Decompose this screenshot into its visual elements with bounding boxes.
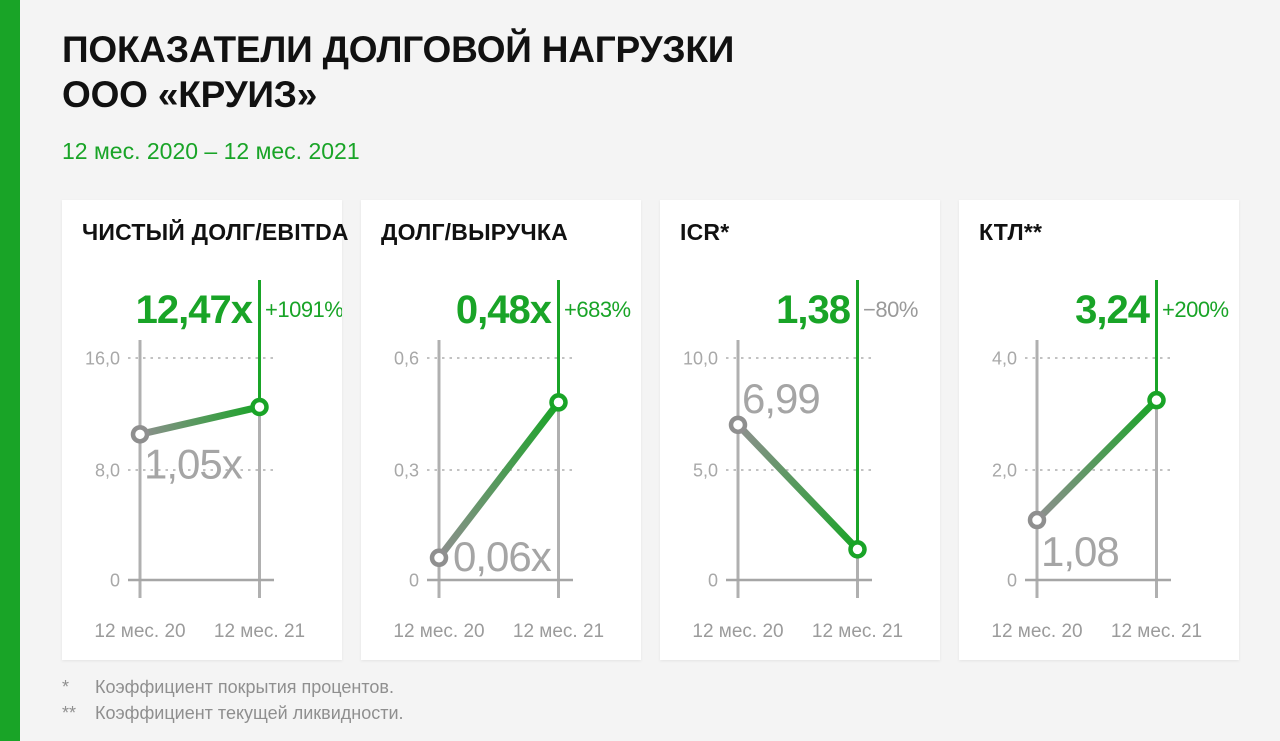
x-axis-label-current: 12 мес. 21 bbox=[1111, 621, 1202, 642]
trend-line bbox=[734, 421, 861, 553]
x-axis-label-prev: 12 мес. 20 bbox=[94, 621, 185, 642]
metric-chart: 4,0 2,0 0 3,24 +200% 1,08 12 мес. 20 12 мес. 21 bbox=[991, 280, 1229, 642]
footnote-marker: ** bbox=[62, 703, 77, 723]
metric-card: ЧИСТЫЙ ДОЛГ/EBITDA 16,0 8,0 0 12,47x +1091% 1,… bbox=[62, 200, 349, 660]
y-tick-label: 8,0 bbox=[95, 461, 120, 481]
page-title-line1: ПОКАЗАТЕЛИ ДОЛГОВОЙ НАГРУЗКИ bbox=[62, 29, 735, 70]
change-badge: +1091% bbox=[265, 297, 342, 322]
prev-point-marker bbox=[728, 415, 748, 435]
x-axis-label-prev: 12 мес. 20 bbox=[692, 621, 783, 642]
current-point-marker bbox=[549, 393, 568, 412]
trend-line bbox=[435, 398, 562, 562]
y-tick-label: 0 bbox=[110, 571, 120, 591]
period-subtitle: 12 мес. 2020 – 12 мес. 2021 bbox=[62, 138, 360, 164]
x-axis-label-prev: 12 мес. 20 bbox=[393, 621, 484, 642]
metric-chart: 0,6 0,3 0 0,48x +683% 0,06x 12 мес. 20 12 мес. … bbox=[393, 280, 631, 642]
current-point-marker bbox=[1147, 390, 1166, 410]
x-axis-label-current: 12 мес. 21 bbox=[214, 621, 305, 642]
metric-card: ДОЛГ/ВЫРУЧКА 0,6 0,3 0 0,48x +683% 0,06x 12 мес… bbox=[361, 200, 641, 660]
metric-card-title: ICR* bbox=[680, 219, 730, 245]
metric-card: КТЛ** 4,0 2,0 0 3,24 +200% 1,08 12 мес. 20 12 ме… bbox=[959, 200, 1239, 660]
metric-chart: 10,0 5,0 0 1,38 −80% 6,99 12 мес. 20 12 мес. 21 bbox=[683, 280, 918, 642]
prev-value-label: 1,05x bbox=[144, 440, 243, 487]
trend-line bbox=[136, 403, 263, 438]
trend-line bbox=[1033, 396, 1160, 524]
prev-point-marker bbox=[429, 548, 449, 568]
metric-chart: 16,0 8,0 0 12,47x +1091% 1,05x 12 мес. 20 12 ме… bbox=[85, 280, 342, 642]
footnote-icr: * Коэффициент покрытия процентов. bbox=[62, 674, 404, 700]
page-title: ПОКАЗАТЕЛИ ДОЛГОВОЙ НАГРУЗКИ ООО «КРУИЗ» bbox=[62, 27, 734, 117]
change-badge: −80% bbox=[863, 297, 918, 322]
x-axis-label-current: 12 мес. 21 bbox=[812, 621, 903, 642]
footnotes: * Коэффициент покрытия процентов. ** Коэ… bbox=[62, 674, 404, 726]
current-value: 1,38 bbox=[776, 288, 851, 332]
current-value: 3,24 bbox=[1075, 288, 1151, 332]
y-tick-label: 0 bbox=[1007, 571, 1017, 591]
footnote-ktl: ** Коэффициент текущей ликвидности. bbox=[62, 700, 404, 726]
metric-cards-row: ЧИСТЫЙ ДОЛГ/EBITDA 16,0 8,0 0 12,47x +1091% 1,… bbox=[62, 200, 1240, 660]
metric-card: ICR* 10,0 5,0 0 1,38 −80% 6,99 12 мес. 20 12 мес… bbox=[660, 200, 940, 660]
change-badge: +683% bbox=[564, 297, 631, 322]
y-tick-label: 4,0 bbox=[992, 349, 1017, 369]
prev-value-label: 0,06x bbox=[453, 533, 552, 580]
current-point-marker bbox=[848, 540, 867, 559]
prev-point-marker bbox=[130, 425, 150, 444]
y-tick-label: 2,0 bbox=[992, 461, 1017, 481]
footnote-text: Коэффициент покрытия процентов. bbox=[95, 677, 394, 697]
left-accent-bar bbox=[0, 0, 20, 741]
prev-value-label: 1,08 bbox=[1041, 528, 1119, 575]
y-tick-label: 0,6 bbox=[394, 349, 419, 369]
current-point-marker bbox=[250, 397, 269, 417]
metric-card-title: КТЛ** bbox=[979, 219, 1043, 245]
x-axis-label-prev: 12 мес. 20 bbox=[991, 621, 1082, 642]
y-tick-label: 0 bbox=[409, 571, 419, 591]
y-tick-label: 10,0 bbox=[683, 349, 718, 369]
page-title-line2: ООО «КРУИЗ» bbox=[62, 74, 318, 115]
y-tick-label: 16,0 bbox=[85, 349, 120, 369]
change-badge: +200% bbox=[1162, 297, 1229, 322]
x-axis-label-current: 12 мес. 21 bbox=[513, 621, 604, 642]
y-tick-label: 0,3 bbox=[394, 461, 419, 481]
metric-card-title: ДОЛГ/ВЫРУЧКА bbox=[381, 219, 568, 245]
y-tick-label: 0 bbox=[708, 571, 718, 591]
current-value: 0,48x bbox=[456, 288, 552, 332]
current-value: 12,47x bbox=[136, 288, 253, 332]
prev-value-label: 6,99 bbox=[742, 375, 820, 422]
y-tick-label: 5,0 bbox=[693, 461, 718, 481]
footnote-marker: * bbox=[62, 677, 70, 697]
footnote-text: Коэффициент текущей ликвидности. bbox=[95, 703, 404, 723]
metric-card-title: ЧИСТЫЙ ДОЛГ/EBITDA bbox=[82, 219, 349, 245]
prev-point-marker bbox=[1027, 510, 1047, 530]
